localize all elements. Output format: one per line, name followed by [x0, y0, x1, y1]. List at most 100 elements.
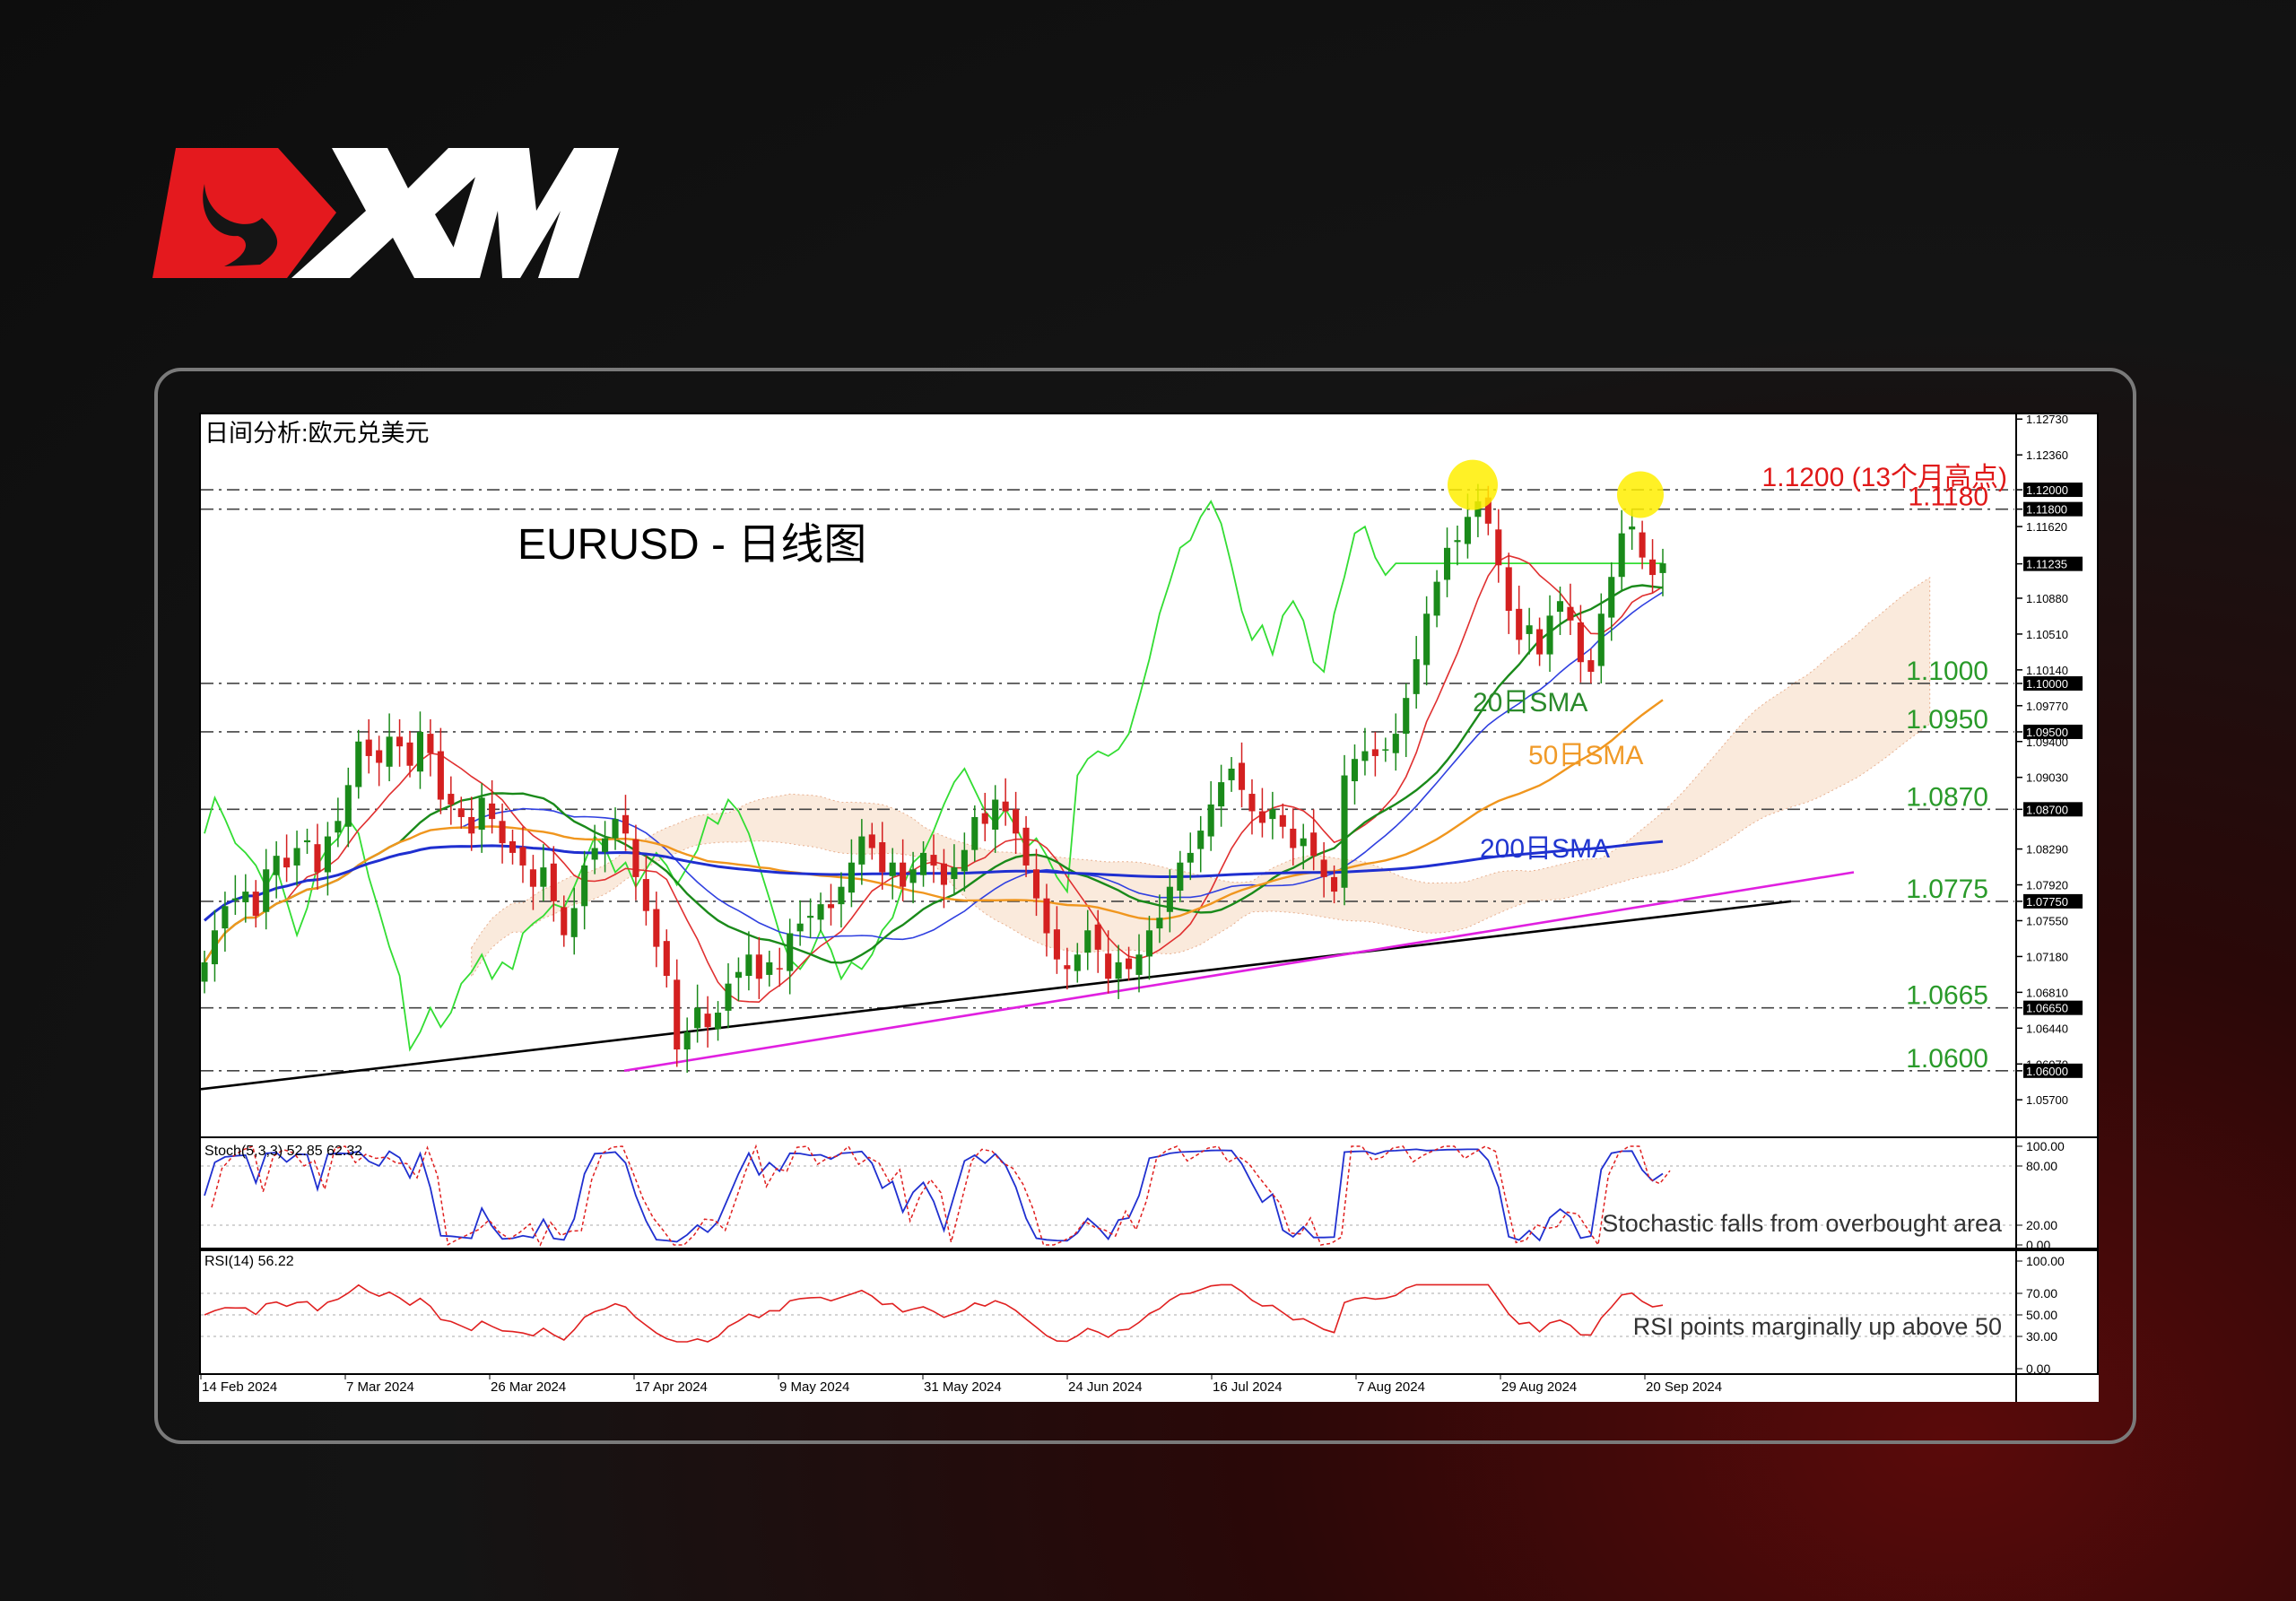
candle-body — [1135, 954, 1143, 975]
candle-body — [406, 742, 413, 766]
candle-body — [1032, 869, 1040, 899]
candle-body — [1371, 749, 1378, 756]
candle-body — [755, 954, 762, 979]
sma200-label: 200日SMA — [1480, 834, 1610, 864]
candle-body — [961, 849, 968, 872]
candle-body — [355, 741, 362, 787]
candle-body — [581, 865, 588, 907]
candle-body — [570, 908, 578, 937]
candle-body — [1597, 613, 1605, 666]
logo-letter-m — [444, 148, 619, 278]
candle-body — [1310, 832, 1318, 857]
rsi-pane-border — [199, 1249, 2099, 1375]
logo-bull-head — [203, 184, 278, 266]
chart-frame — [154, 368, 2136, 1444]
candle-body — [489, 803, 496, 820]
candle-body — [437, 751, 444, 800]
level-label: 1.1180 — [1908, 483, 1988, 512]
candle-body — [1002, 801, 1009, 812]
candle-body — [1639, 532, 1646, 558]
date-tick-label: 7 Aug 2024 — [1357, 1379, 1425, 1395]
price-tick-label: 1.11235 — [2026, 558, 2067, 571]
xm-logo — [152, 148, 619, 278]
candle-body — [1084, 930, 1091, 953]
price-axis-ticks: 1.12730 1.12360 1.12000 1.11800 1.11620 1.112… — [2016, 413, 2083, 1107]
chart-title: EURUSD - 日线图 — [517, 521, 866, 569]
candles — [201, 483, 1666, 1073]
candle-body — [653, 909, 660, 947]
candle-body — [796, 923, 804, 932]
candle-body — [725, 983, 732, 1011]
price-tick-label: 1.06810 — [2026, 986, 2068, 999]
candle-body — [1361, 751, 1369, 761]
candle-body — [1546, 615, 1553, 655]
price-tag-box — [2023, 1000, 2083, 1015]
candle-body — [766, 961, 773, 975]
candle-body — [1413, 658, 1420, 694]
candle-body — [1187, 852, 1194, 863]
date-axis-ticks: 14 Feb 2024 7 Mar 2024 26 Mar 2024 17 Apr 2… — [200, 1374, 1722, 1395]
stoch-d-line — [211, 1144, 1671, 1248]
level-label: 1.0600 — [1906, 1044, 1988, 1074]
date-tick-label: 16 Jul 2024 — [1213, 1379, 1283, 1395]
candle-body — [1608, 577, 1615, 618]
candle-body — [386, 736, 393, 767]
price-tick-label: 1.07180 — [2026, 950, 2068, 963]
candle-body — [1392, 734, 1399, 753]
tenkan-line — [204, 554, 1664, 1004]
candle-body — [1454, 540, 1461, 543]
candle-body — [211, 930, 219, 965]
rsi-note: RSI points marginally up above 50 — [1633, 1313, 2002, 1340]
candle-body — [879, 842, 886, 873]
price-tag-box — [2023, 893, 2083, 909]
candle-body — [1074, 954, 1081, 971]
price-tick-label: 1.07920 — [2026, 879, 2068, 892]
price-tick-label: 1.05700 — [2026, 1093, 2068, 1107]
indicator-lines — [203, 500, 1664, 1052]
level-label: 1.1200 (13个月高点) — [1762, 463, 2007, 492]
highlight-second-top — [1617, 471, 1664, 518]
candle-body — [468, 816, 475, 834]
rsi-label: RSI(14) 56.22 — [204, 1254, 294, 1269]
candle-body — [930, 855, 937, 866]
candle-body — [1659, 563, 1666, 573]
candle-body — [1218, 782, 1225, 807]
candle-body — [1484, 497, 1492, 524]
candle-body — [1166, 886, 1173, 912]
price-tag-box — [2023, 802, 2083, 817]
candle-body — [344, 785, 352, 827]
candle-body — [1577, 622, 1584, 663]
candle-body — [303, 840, 311, 843]
candle-body — [222, 906, 229, 929]
candle-body — [1022, 827, 1030, 866]
candle-body — [674, 979, 681, 1050]
candle-body — [1423, 613, 1431, 666]
candle-body — [735, 971, 742, 979]
candle-body — [858, 836, 865, 865]
price-tick-label: 1.07750 — [2026, 895, 2068, 909]
candle-body — [1382, 749, 1389, 751]
candle-body — [1290, 828, 1297, 848]
price-tick-label: 1.07550 — [2026, 914, 2068, 927]
support-resistance-levels: 1.1200 (13个月高点)1.1180 1.1000 1.0950 1.0870 1… — [201, 463, 2014, 1074]
price-tag-box — [2023, 1063, 2083, 1078]
candle-body — [519, 847, 526, 866]
candle-body — [1403, 698, 1410, 735]
candle-body — [663, 941, 670, 977]
candle-body — [427, 734, 434, 753]
stoch-tick-label: 80.00 — [2026, 1159, 2057, 1173]
price-tick-label: 1.09030 — [2026, 771, 2068, 785]
candle-body — [1197, 831, 1205, 849]
candle-body — [252, 892, 259, 917]
trendlines — [200, 871, 1855, 1091]
candle-body — [1443, 547, 1451, 580]
rsi-tick-label: 30.00 — [2026, 1329, 2057, 1344]
price-tick-label: 1.10880 — [2026, 592, 2068, 605]
candle-body — [1464, 517, 1471, 544]
candle-body — [940, 863, 948, 885]
candle-body — [1248, 794, 1256, 812]
sma50-label: 50日SMA — [1528, 741, 1643, 770]
candle-body — [807, 916, 814, 918]
price-tag-box — [2023, 724, 2083, 739]
stoch-note: Stochastic falls from overbought area — [1602, 1210, 2003, 1237]
